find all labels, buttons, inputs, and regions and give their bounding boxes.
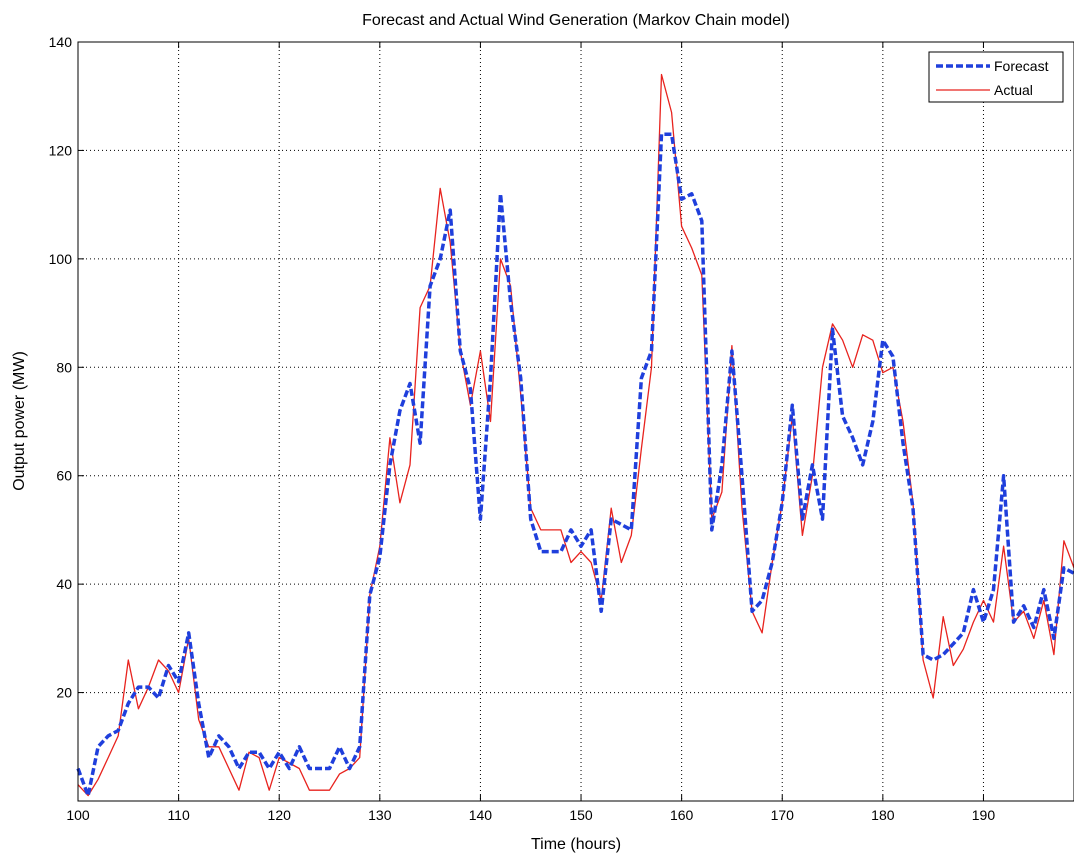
y-tick-label: 20 xyxy=(56,685,72,701)
series-line-actual xyxy=(77,73,1074,797)
y-tick-label: 60 xyxy=(56,468,72,484)
legend-label-actual: Actual xyxy=(994,82,1033,98)
x-tick-label: 120 xyxy=(268,807,292,823)
axis-ticks: 100 110 120 130 140 150 160 170 180 190 20 40 60 80 10… xyxy=(49,34,996,823)
legend: Forecast Actual xyxy=(928,51,1064,103)
x-tick-label: 170 xyxy=(771,807,795,823)
y-tick-label: 140 xyxy=(49,34,73,50)
plot-frame xyxy=(77,41,1074,802)
plot-background xyxy=(78,42,1074,801)
x-tick-label: 140 xyxy=(469,807,493,823)
y-tick-label: 100 xyxy=(49,251,73,267)
series-line-forecast xyxy=(76,132,1074,798)
legend-label-forecast: Forecast xyxy=(994,58,1049,74)
y-tick-label: 120 xyxy=(49,142,73,158)
grid-lines xyxy=(78,42,1074,801)
x-tick-label: 100 xyxy=(66,807,90,823)
x-tick-label: 110 xyxy=(167,807,190,823)
chart-title: Forecast and Actual Wind Generation (Mar… xyxy=(362,12,790,29)
series-layer xyxy=(76,73,1074,798)
x-tick-label: 160 xyxy=(670,807,694,823)
x-axis-label: Time (hours) xyxy=(531,836,621,853)
x-tick-label: 130 xyxy=(368,807,392,823)
y-axis-label: Output power (MW) xyxy=(11,351,28,491)
x-tick-label: 180 xyxy=(871,807,895,823)
y-tick-label: 80 xyxy=(56,359,72,375)
y-tick-label: 40 xyxy=(56,576,72,592)
x-tick-label: 190 xyxy=(972,807,996,823)
x-tick-label: 150 xyxy=(569,807,593,823)
legend-box xyxy=(928,51,1064,103)
